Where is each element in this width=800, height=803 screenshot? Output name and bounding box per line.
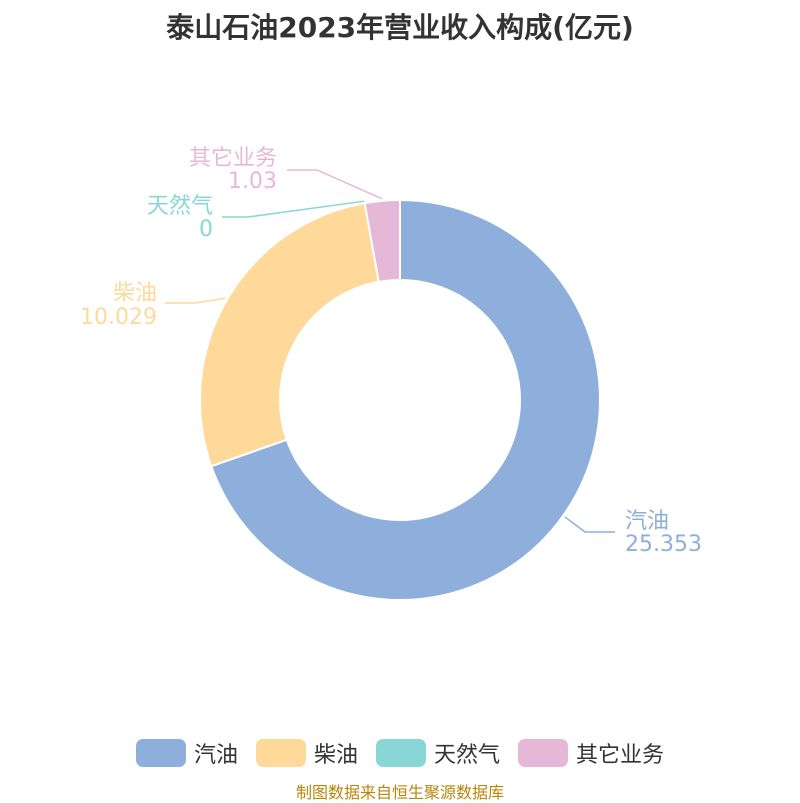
legend-label: 汽油 [193,743,238,768]
legend-label: 天然气 [434,743,501,768]
slice-label-value: 0 [199,217,213,242]
legend-swatch [376,739,426,767]
donut-slice-汽油 [210,198,601,601]
slice-label-name: 汽油 [625,509,669,534]
label-line-汽油 [564,516,615,533]
legend-swatch [518,739,569,767]
legend: 汽油 柴油 天然气 其它业务 [0,737,800,769]
legend-swatch [255,739,306,767]
label-line-柴油 [165,297,226,304]
donut-slice-其它业务 [363,198,401,284]
legend-item[interactable]: 汽油 [135,737,238,769]
legend-item[interactable]: 其它业务 [518,737,664,769]
slice-label-name: 柴油 [113,281,157,306]
slice-label-value: 1.03 [228,169,277,194]
legend-label: 柴油 [313,743,358,768]
legend-swatch [135,739,186,767]
slice-label-value: 10.029 [80,305,157,330]
legend-item[interactable]: 天然气 [376,737,500,769]
legend-item[interactable]: 柴油 [255,737,358,769]
donut-slice-柴油 [199,201,380,468]
chart-title: 泰山石油2023年营业收入构成(亿元) [166,11,634,44]
slice-label-name: 其它业务 [189,146,277,171]
label-line-其它业务 [287,169,383,200]
label-line-天然气 [222,200,365,218]
source-note: 制图数据来自恒生聚源数据库 [295,783,504,802]
slice-label-name: 天然气 [147,194,213,219]
legend-label: 其它业务 [576,743,665,768]
slice-label-value: 25.353 [625,532,702,557]
